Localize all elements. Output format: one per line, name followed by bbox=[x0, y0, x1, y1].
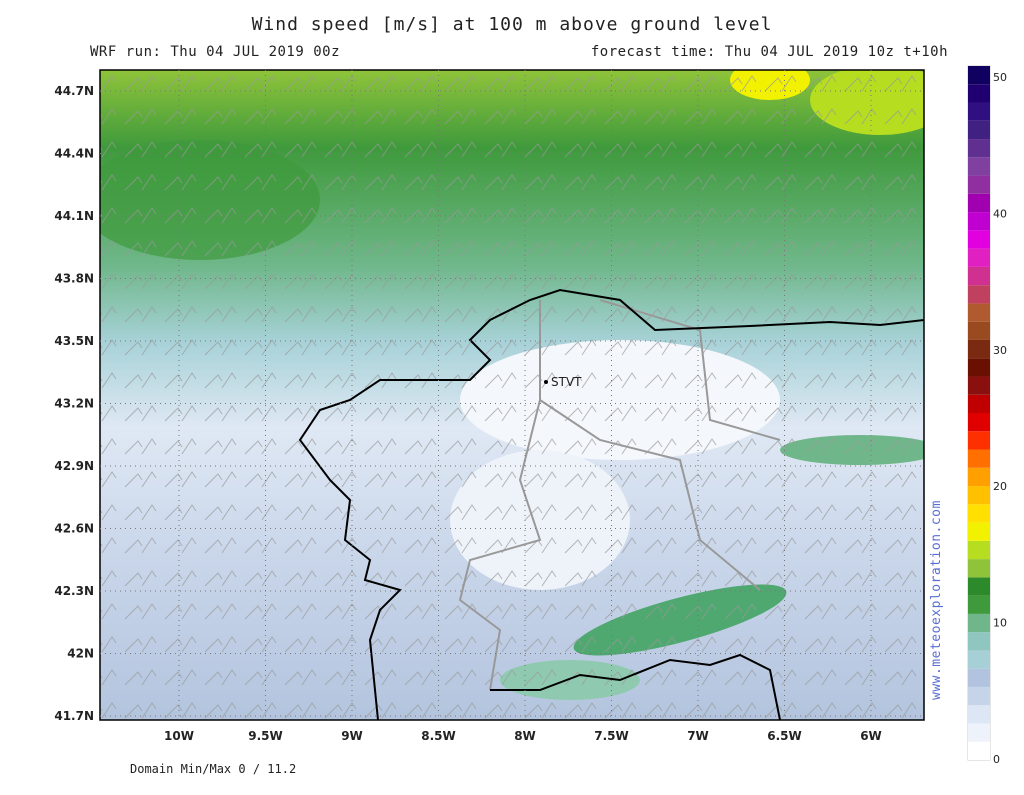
color-band bbox=[968, 540, 990, 560]
color-band bbox=[968, 157, 990, 176]
color-band bbox=[968, 650, 990, 669]
lon-label: 9W bbox=[341, 729, 363, 743]
color-band bbox=[968, 102, 990, 121]
lon-label: 9.5W bbox=[248, 729, 283, 743]
colorbar-label: 20 bbox=[993, 480, 1007, 493]
lat-label: 43.2N bbox=[54, 397, 94, 411]
color-band bbox=[968, 321, 990, 340]
title: Wind speed [m/s] at 100 m above ground l… bbox=[252, 14, 773, 35]
color-band bbox=[968, 394, 990, 413]
colorbar-label: 0 bbox=[993, 753, 1000, 766]
lon-label: 8.5W bbox=[421, 729, 456, 743]
color-band bbox=[968, 139, 990, 158]
lon-label: 6W bbox=[860, 729, 882, 743]
color-band bbox=[968, 413, 990, 432]
map-field bbox=[100, 70, 924, 720]
axis-labels: 44.7N 44.4N 44.1N 43.8N 43.5N 43.2N 42.9N 42.6N… bbox=[54, 84, 881, 743]
color-band bbox=[968, 431, 990, 450]
color-band bbox=[968, 339, 990, 359]
lat-label: 42.6N bbox=[54, 522, 94, 536]
color-band bbox=[968, 66, 990, 85]
colorbar-label: 30 bbox=[993, 344, 1007, 357]
color-band bbox=[968, 723, 990, 742]
lat-label: 42.3N bbox=[54, 584, 94, 598]
colorbar bbox=[967, 65, 991, 761]
color-band bbox=[968, 705, 990, 724]
color-band bbox=[968, 504, 990, 523]
color-band bbox=[968, 266, 990, 286]
color-band bbox=[968, 595, 990, 614]
map-frame bbox=[99, 69, 925, 721]
color-band bbox=[968, 449, 990, 468]
lon-label: 10W bbox=[164, 729, 194, 743]
colorbar-label: 40 bbox=[993, 207, 1007, 220]
colorbar-label: 10 bbox=[993, 617, 1007, 630]
color-band bbox=[968, 559, 990, 578]
color-band bbox=[968, 212, 990, 231]
lat-label: 42.9N bbox=[54, 459, 94, 473]
color-band bbox=[968, 193, 990, 213]
lon-label: 6.5W bbox=[767, 729, 802, 743]
color-band bbox=[968, 613, 990, 633]
forecast-time: forecast time: Thu 04 JUL 2019 10z t+10h bbox=[591, 44, 948, 60]
color-band bbox=[968, 285, 990, 304]
color-band bbox=[968, 668, 990, 687]
lat-label: 42N bbox=[67, 647, 94, 661]
lat-label: 41.7N bbox=[54, 709, 94, 723]
color-band bbox=[968, 84, 990, 103]
color-band bbox=[968, 120, 990, 140]
color-band bbox=[968, 522, 990, 541]
color-band bbox=[968, 577, 990, 596]
lat-label: 44.4N bbox=[54, 147, 94, 161]
footer: Domain Min/Max 0 / 11.2 bbox=[130, 762, 296, 776]
colorbar-label: 50 bbox=[993, 71, 1007, 84]
color-band bbox=[968, 741, 990, 760]
grid bbox=[100, 70, 924, 720]
station-label: STVT bbox=[551, 375, 582, 389]
color-band bbox=[968, 632, 990, 651]
color-band bbox=[968, 467, 990, 487]
lat-label: 44.1N bbox=[54, 209, 94, 223]
lon-label: 7W bbox=[687, 729, 709, 743]
lat-label: 43.5N bbox=[54, 334, 94, 348]
lon-label: 7.5W bbox=[594, 729, 629, 743]
color-band bbox=[968, 230, 990, 249]
lat-label: 44.7N bbox=[54, 84, 94, 98]
lat-label: 43.8N bbox=[54, 272, 94, 286]
color-band bbox=[968, 358, 990, 377]
color-band bbox=[968, 303, 990, 322]
watermark: www.meteoexploration.com bbox=[929, 500, 944, 700]
color-band bbox=[968, 376, 990, 395]
color-band bbox=[968, 175, 990, 194]
lon-label: 8W bbox=[514, 729, 536, 743]
run-time: WRF run: Thu 04 JUL 2019 00z bbox=[90, 44, 340, 60]
color-band bbox=[968, 686, 990, 706]
color-band bbox=[968, 248, 990, 267]
color-band bbox=[968, 486, 990, 505]
